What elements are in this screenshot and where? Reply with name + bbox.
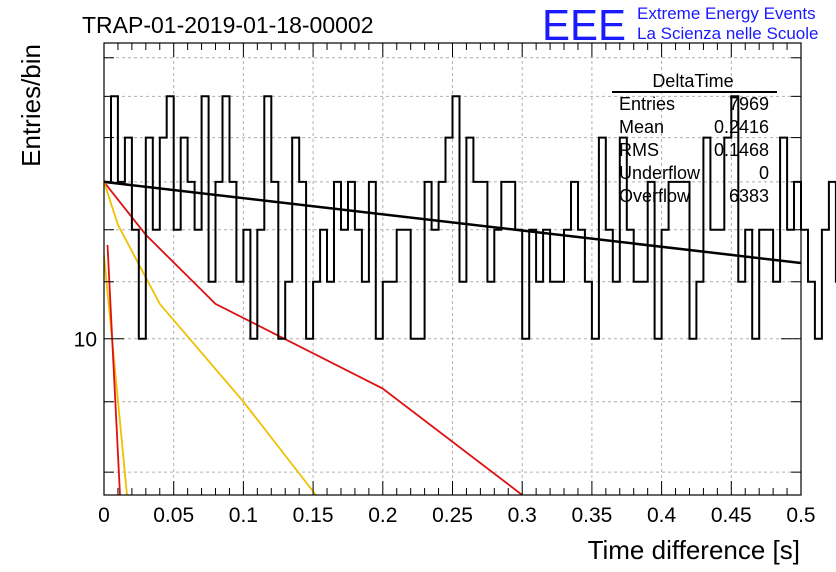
- eee-logo-mark: EEE: [542, 1, 626, 50]
- stats-row-value: 0.2416: [714, 117, 769, 137]
- x-tick-label: 0.4: [647, 504, 677, 527]
- fit-line: [106, 244, 121, 496]
- stats-row-label: Underflow: [619, 163, 701, 183]
- x-tick-label: 0.3: [508, 504, 537, 527]
- fit-line: [103, 180, 802, 265]
- stats-row-label: RMS: [619, 140, 659, 160]
- y-tick-label: 10: [74, 329, 97, 352]
- stats-box: DeltaTime Entries 7969 Mean 0.2416 RMS 0.1468…: [612, 71, 777, 206]
- x-tick-label: 0.25: [432, 504, 473, 527]
- stats-row-value: 7969: [729, 94, 769, 114]
- x-tick-label: 0.2: [368, 504, 397, 527]
- x-axis-title: Time difference [s]: [588, 535, 800, 565]
- x-tick-label: 0.35: [571, 504, 612, 527]
- stats-row-label: Entries: [619, 94, 675, 114]
- x-tick-label: 0.45: [711, 504, 752, 527]
- stats-row-label: Mean: [619, 117, 664, 137]
- stats-box-title: DeltaTime: [652, 71, 733, 91]
- x-tick-label: 0.5: [786, 504, 815, 527]
- stats-rows: Entries 7969 Mean 0.2416 RMS 0.1468 Underflow 0…: [619, 94, 769, 206]
- histogram-series: [104, 95, 836, 340]
- fit-line: [103, 181, 317, 496]
- eee-logo-line1: Extreme Energy Events: [637, 4, 816, 23]
- x-tick-label: 0.1: [229, 504, 258, 527]
- stats-row-value: 0: [759, 163, 769, 183]
- x-tick-label: 0.15: [293, 504, 334, 527]
- eee-logo-line2: La Scienza nelle Scuole: [637, 24, 818, 43]
- x-tick-labels: 0 0.05 0.1 0.15 0.2 0.25 0.3 0.35 0.4 0.45 0.5: [98, 504, 815, 527]
- chart-title: TRAP-01-2019-01-18-00002: [82, 12, 374, 38]
- y-axis-title: Entries/bin: [16, 44, 46, 167]
- x-tick-label: 0: [98, 504, 110, 527]
- y-tick-labels: 10: [74, 329, 97, 352]
- stats-row-value: 0.1468: [714, 140, 769, 160]
- fit-line: [103, 255, 128, 496]
- histogram-outline: [104, 95, 836, 340]
- stats-row-label: Overflow: [619, 186, 691, 206]
- stats-row-value: 6383: [729, 186, 769, 206]
- axis-ticks: [103, 43, 802, 495]
- x-tick-label: 0.05: [153, 504, 194, 527]
- eee-logo: EEE Extreme Energy Events La Scienza nel…: [542, 1, 818, 50]
